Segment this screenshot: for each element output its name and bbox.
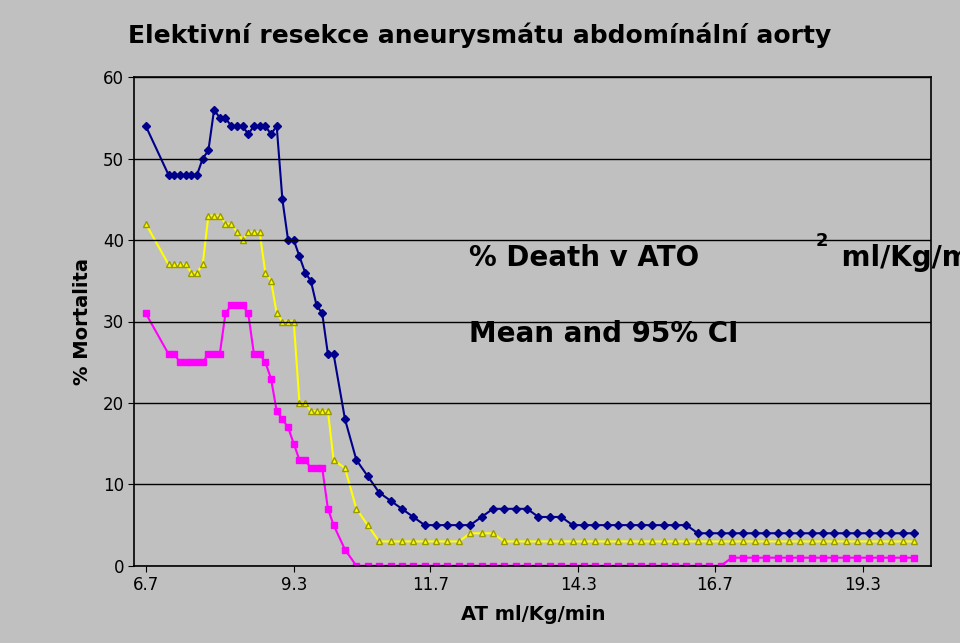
Text: % Death v ATO: % Death v ATO	[469, 244, 699, 272]
X-axis label: AT ml/Kg/min: AT ml/Kg/min	[461, 605, 605, 624]
Text: Mean and 95% CI: Mean and 95% CI	[469, 320, 738, 348]
Y-axis label: % Mortalita: % Mortalita	[73, 258, 92, 385]
Text: ml/Kg/min: ml/Kg/min	[831, 244, 960, 272]
Text: Elektivní resekce aneurysmátu abdomínální aorty: Elektivní resekce aneurysmátu abdomínáln…	[129, 23, 831, 48]
Text: 2: 2	[816, 232, 828, 250]
